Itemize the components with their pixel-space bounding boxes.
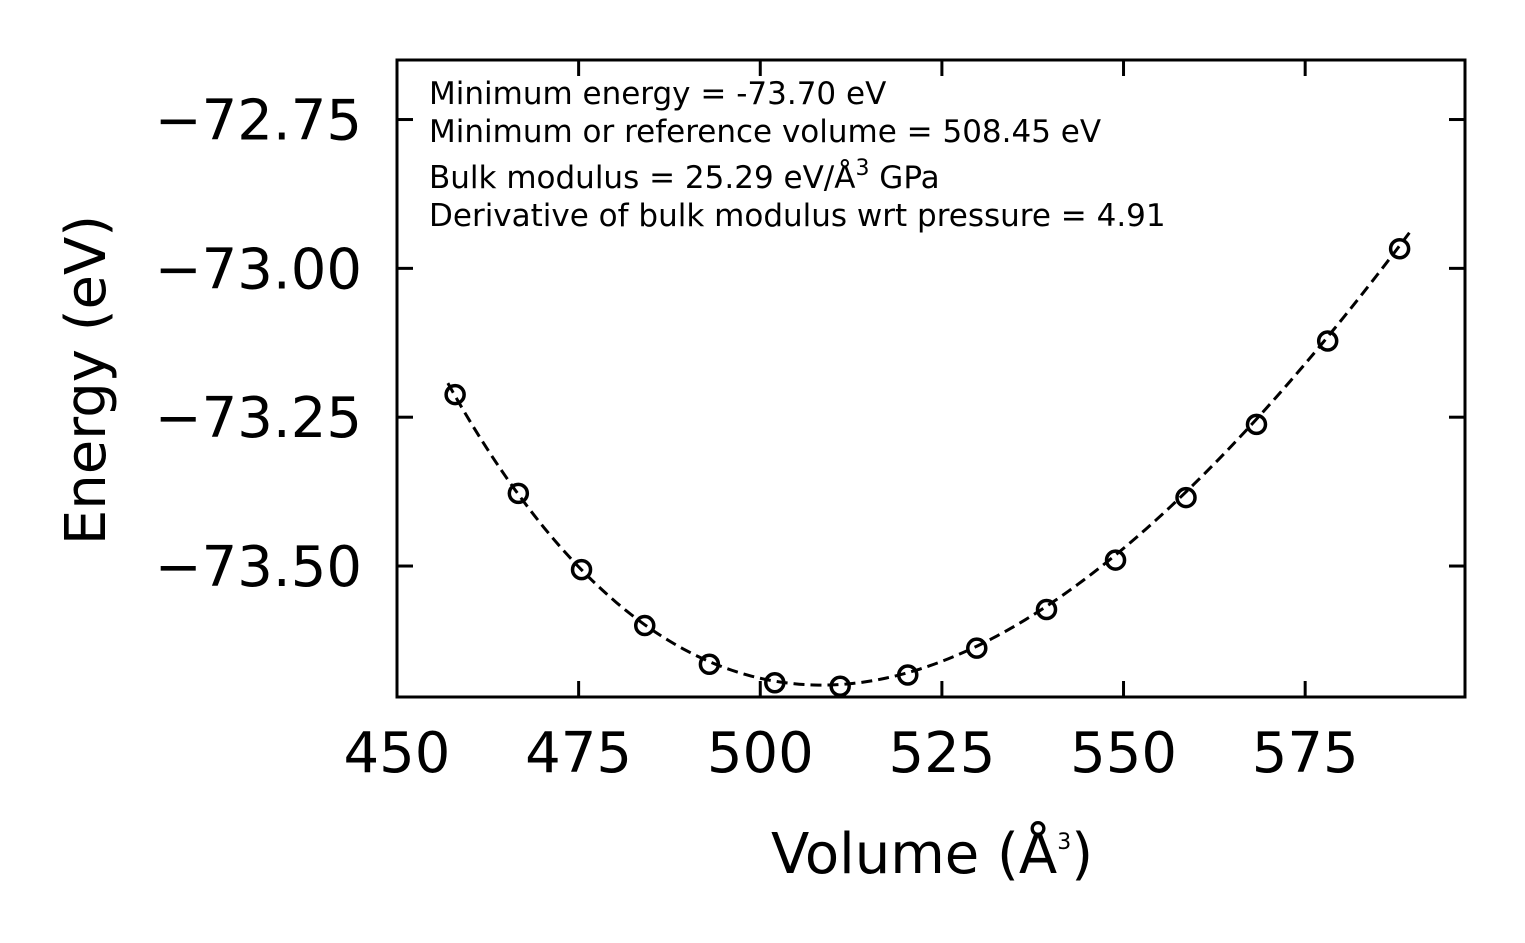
data-points bbox=[444, 237, 1411, 698]
y-tick-label: −73.50 bbox=[155, 535, 362, 600]
data-point bbox=[698, 653, 721, 676]
y-axis-title: Energy (eV) bbox=[54, 215, 119, 545]
data-point bbox=[897, 664, 919, 686]
data-point bbox=[633, 614, 656, 637]
y-tick-label: −73.25 bbox=[155, 386, 362, 451]
x-tick-label: 575 bbox=[1252, 721, 1359, 786]
data-point bbox=[507, 482, 530, 505]
data-point bbox=[444, 383, 466, 406]
data-point bbox=[1035, 598, 1058, 621]
x-axis-title: Volume (Å3) bbox=[771, 821, 1093, 887]
x-tick-label: 450 bbox=[344, 721, 451, 786]
data-point bbox=[1245, 413, 1268, 436]
y-tick-label: −72.75 bbox=[155, 89, 362, 154]
data-point bbox=[1175, 486, 1197, 509]
x-tick-label: 525 bbox=[888, 721, 995, 786]
data-point bbox=[966, 637, 988, 659]
x-tick-labels: 450 475 500 525 550 575 bbox=[344, 721, 1359, 786]
x-tick-label: 475 bbox=[525, 721, 632, 786]
data-point bbox=[1104, 549, 1127, 571]
y-tick-labels: −72.75 −73.00 −73.25 −73.50 bbox=[155, 89, 362, 600]
plot-frame bbox=[395, 58, 1467, 699]
annotation-bulk-derivative: Derivative of bulk modulus wrt pressure … bbox=[429, 198, 1166, 234]
annotation-min-energy: Minimum energy = -73.70 eV bbox=[429, 76, 886, 112]
data-point bbox=[764, 671, 786, 694]
x-tick-label: 500 bbox=[707, 721, 814, 786]
annotation-box: Minimum energy = -73.70 eV Minimum or re… bbox=[429, 76, 1166, 234]
x-tick-label: 550 bbox=[1070, 721, 1177, 786]
fit-curve bbox=[446, 230, 1412, 687]
data-point bbox=[829, 675, 851, 698]
y-tick-label: −73.00 bbox=[155, 237, 362, 302]
axis-ticks bbox=[395, 60, 1465, 697]
data-point bbox=[1316, 330, 1339, 352]
annotation-ref-volume: Minimum or reference volume = 508.45 eV bbox=[429, 114, 1101, 150]
annotation-bulk-modulus: Bulk modulus = 25.29 eV/Å3 GPa bbox=[429, 156, 940, 196]
data-point bbox=[570, 558, 593, 581]
data-point bbox=[1388, 237, 1411, 260]
